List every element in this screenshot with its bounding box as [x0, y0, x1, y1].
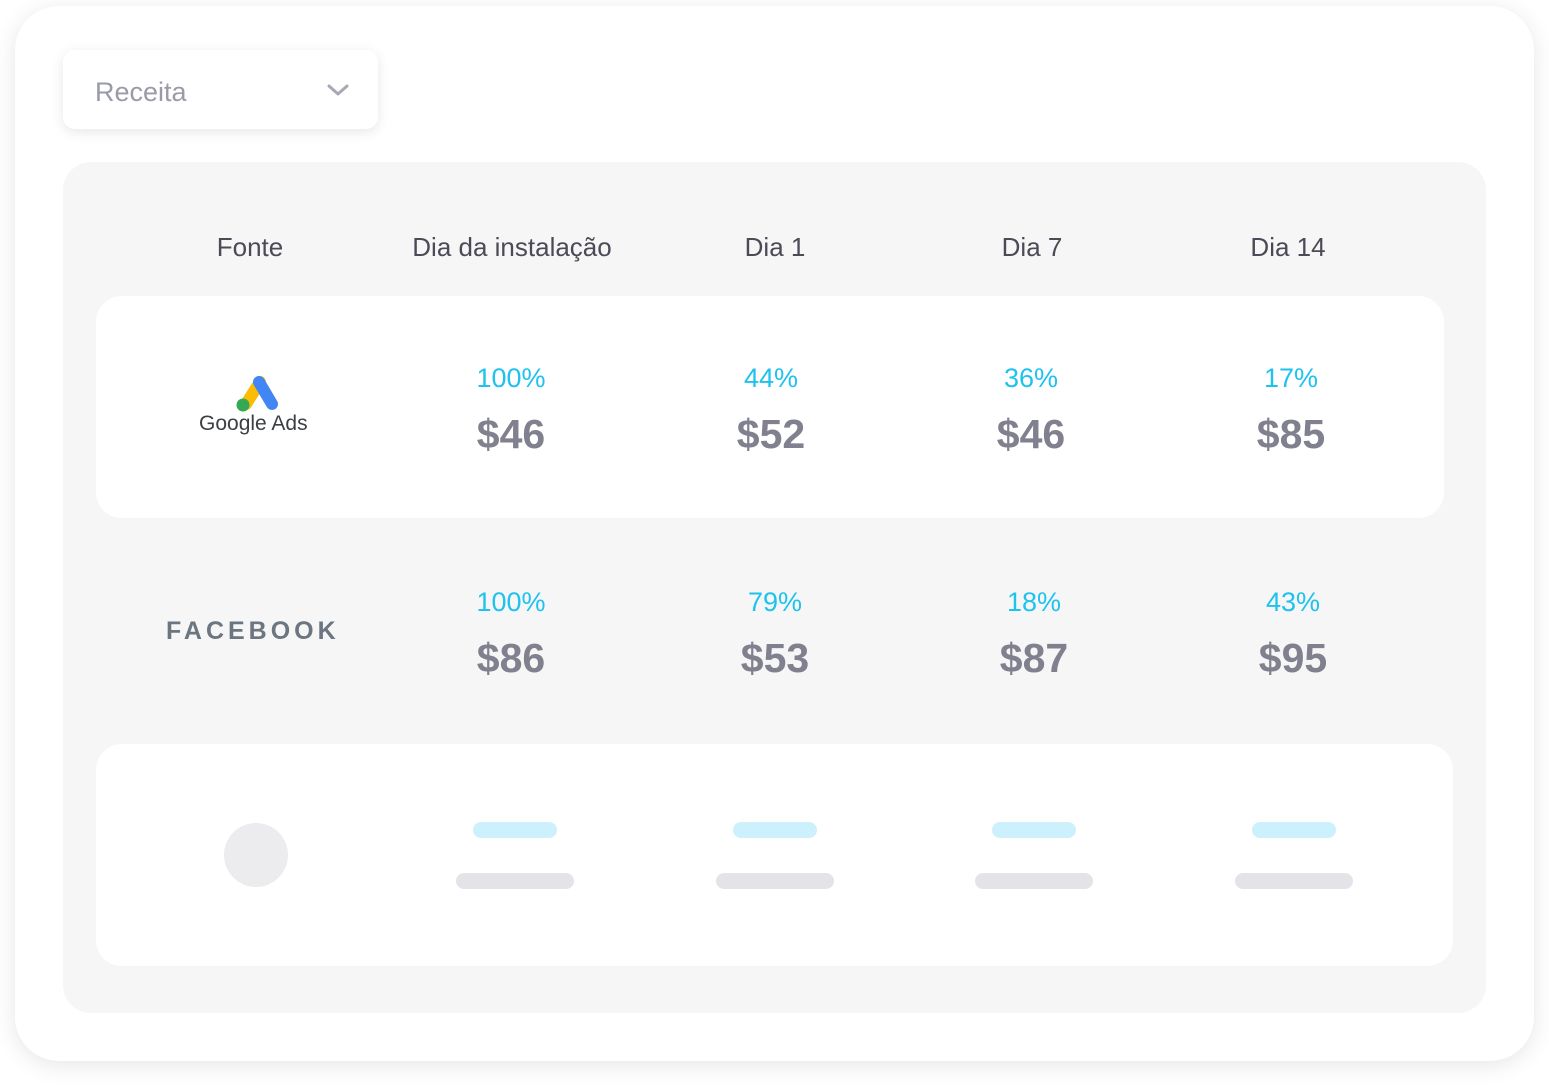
value-facebook-dia-1: $53 — [740, 635, 810, 681]
facebook-logo: FACEBOOK — [166, 617, 340, 645]
pct-google-dia-1: 44% — [743, 363, 799, 393]
value-facebook-dia-7: $87 — [999, 635, 1069, 681]
pct-facebook-dia-instalacao: 100% — [476, 587, 546, 617]
google-ads-logo-icon — [236, 376, 278, 412]
pct-google-dia-7: 36% — [1003, 363, 1059, 393]
pct-facebook-dia-14: 43% — [1265, 587, 1321, 617]
value-google-dia-14: $85 — [1256, 411, 1326, 457]
metric-dropdown[interactable]: Receita — [63, 50, 378, 129]
skeleton-value-dia-1 — [716, 873, 834, 889]
table-row-google-ads — [96, 296, 1444, 518]
chevron-down-icon[interactable] — [326, 82, 350, 98]
skeleton-value-dia-instalacao — [456, 873, 574, 889]
header-fonte: Fonte — [216, 232, 284, 262]
dropdown-label: Receita — [95, 77, 187, 107]
skeleton-avatar — [224, 823, 288, 887]
header-dia-7: Dia 7 — [1001, 232, 1063, 262]
skeleton-pct-dia-7 — [992, 822, 1076, 838]
skeleton-pct-dia-instalacao — [473, 822, 557, 838]
value-google-dia-7: $46 — [996, 411, 1066, 457]
value-google-dia-instalacao: $46 — [476, 411, 546, 457]
header-dia-14: Dia 14 — [1250, 232, 1326, 262]
header-dia-instalacao: Dia da instalação — [412, 232, 612, 262]
skeleton-pct-dia-14 — [1252, 822, 1336, 838]
pct-facebook-dia-7: 18% — [1006, 587, 1062, 617]
skeleton-value-dia-7 — [975, 873, 1093, 889]
value-google-dia-1: $52 — [736, 411, 806, 457]
header-dia-1: Dia 1 — [744, 232, 806, 262]
skeleton-value-dia-14 — [1235, 873, 1353, 889]
value-facebook-dia-14: $95 — [1258, 635, 1328, 681]
table-row-skeleton — [96, 744, 1453, 966]
pct-google-dia-instalacao: 100% — [476, 363, 546, 393]
pct-facebook-dia-1: 79% — [747, 587, 803, 617]
value-facebook-dia-instalacao: $86 — [476, 635, 546, 681]
skeleton-pct-dia-1 — [733, 822, 817, 838]
pct-google-dia-14: 17% — [1263, 363, 1319, 393]
google-ads-label: Google Ads — [199, 412, 308, 435]
